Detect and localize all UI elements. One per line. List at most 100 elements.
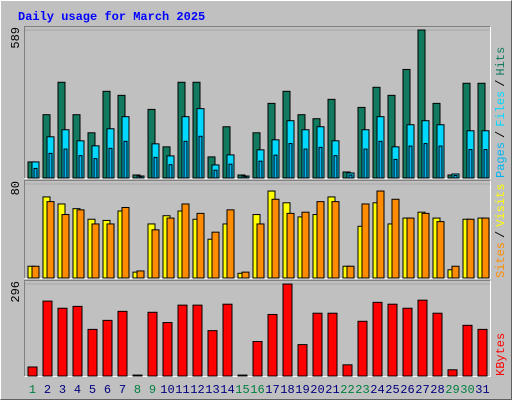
- x-tick-label: 26: [400, 383, 414, 397]
- bar: [333, 155, 338, 179]
- bar: [402, 307, 413, 377]
- x-tick-label: 23: [355, 383, 369, 397]
- bar: [297, 344, 308, 377]
- x-tick-label: 19: [295, 383, 309, 397]
- legend: Pages / Files / Hits: [494, 47, 508, 178]
- x-tick-label: 31: [475, 383, 489, 397]
- x-tick-label: 9: [149, 383, 156, 397]
- y-tick-label: 80: [9, 181, 23, 195]
- panel-bevel: [24, 180, 491, 279]
- x-tick-label: 17: [265, 383, 279, 397]
- bar: [102, 319, 113, 377]
- bar: [46, 201, 55, 279]
- x-tick-label: 7: [119, 383, 126, 397]
- bar: [301, 211, 310, 279]
- x-tick-label: 24: [370, 383, 384, 397]
- bar: [303, 148, 308, 179]
- bar: [357, 320, 368, 377]
- legend-entry: Visits: [494, 184, 508, 227]
- x-tick-label: 28: [430, 383, 444, 397]
- bar: [63, 148, 68, 179]
- bar: [282, 283, 293, 377]
- bar: [147, 311, 158, 377]
- bar: [136, 270, 145, 279]
- bar: [61, 214, 70, 279]
- bar: [72, 305, 83, 377]
- legend-entry: Files: [494, 91, 508, 127]
- bar: [78, 155, 83, 179]
- bar: [48, 152, 53, 179]
- bar: [106, 223, 115, 279]
- bar: [391, 198, 400, 279]
- bar: [477, 328, 488, 377]
- bar: [378, 140, 383, 179]
- bar: [342, 364, 353, 377]
- x-tick-label: 3: [59, 383, 66, 397]
- bar: [213, 169, 218, 179]
- bar: [192, 304, 203, 377]
- x-tick-label: 22: [340, 383, 354, 397]
- bar: [408, 145, 413, 179]
- x-tick-label: 12: [190, 383, 204, 397]
- x-tick-label: 2: [44, 383, 51, 397]
- bar: [466, 218, 475, 279]
- bar: [226, 209, 235, 279]
- bar: [423, 143, 428, 179]
- x-tick-label: 8: [134, 383, 141, 397]
- bar: [31, 265, 40, 279]
- bar: [91, 223, 100, 279]
- y-tick-label: 589: [9, 27, 23, 49]
- bar: [177, 304, 188, 377]
- legend-entry: Sites: [494, 242, 508, 278]
- bar: [432, 312, 443, 377]
- bar: [327, 312, 338, 377]
- bar: [406, 217, 415, 279]
- bar: [451, 265, 460, 279]
- bar: [138, 176, 143, 179]
- x-tick-label: 13: [205, 383, 219, 397]
- bar: [132, 374, 143, 377]
- legend-separator: /: [494, 131, 508, 138]
- panel-bevel: [24, 26, 491, 179]
- bar: [421, 212, 430, 279]
- y-tick-label: 296: [9, 281, 23, 303]
- bar: [166, 217, 175, 279]
- bar: [198, 135, 203, 179]
- bar: [207, 330, 218, 377]
- x-tick-label: 30: [460, 383, 474, 397]
- legend-separator: /: [494, 80, 508, 87]
- bar: [312, 312, 323, 377]
- x-tick-label: 29: [445, 383, 459, 397]
- bar: [42, 300, 53, 377]
- x-tick-label: 14: [220, 383, 234, 397]
- bar: [168, 164, 173, 179]
- bar: [417, 299, 428, 377]
- x-tick-label: 25: [385, 383, 399, 397]
- bar: [273, 154, 278, 179]
- bar: [57, 307, 68, 377]
- bar: [241, 271, 250, 279]
- chart-title: Daily usage for March 2025: [18, 10, 205, 24]
- bar: [151, 229, 160, 279]
- bar: [346, 265, 355, 279]
- bar: [348, 174, 353, 179]
- bar: [483, 149, 488, 179]
- bar: [447, 369, 458, 377]
- legend-separator: /: [494, 231, 508, 238]
- x-tick-label: 16: [250, 383, 264, 397]
- x-tick-label: 4: [74, 383, 81, 397]
- x-tick-label: 1: [29, 383, 36, 397]
- bar: [318, 146, 323, 179]
- legend-entry: Pages: [494, 142, 508, 178]
- bar: [76, 209, 85, 279]
- bar: [243, 176, 248, 179]
- bar: [331, 201, 340, 279]
- x-tick-label: 5: [89, 383, 96, 397]
- x-tick-label: 20: [310, 383, 324, 397]
- bar: [117, 310, 128, 377]
- bar: [387, 303, 398, 377]
- bar: [87, 328, 98, 377]
- panel-bevel: [24, 180, 491, 279]
